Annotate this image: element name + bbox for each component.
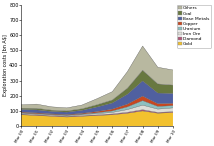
Y-axis label: Exploration costs [bn A$]: Exploration costs [bn A$]	[3, 35, 8, 96]
Legend: Others, Coal, Base Metals, Copper, Uranium, Iron Ore, Diamond, Gold: Others, Coal, Base Metals, Copper, Urani…	[177, 5, 211, 48]
